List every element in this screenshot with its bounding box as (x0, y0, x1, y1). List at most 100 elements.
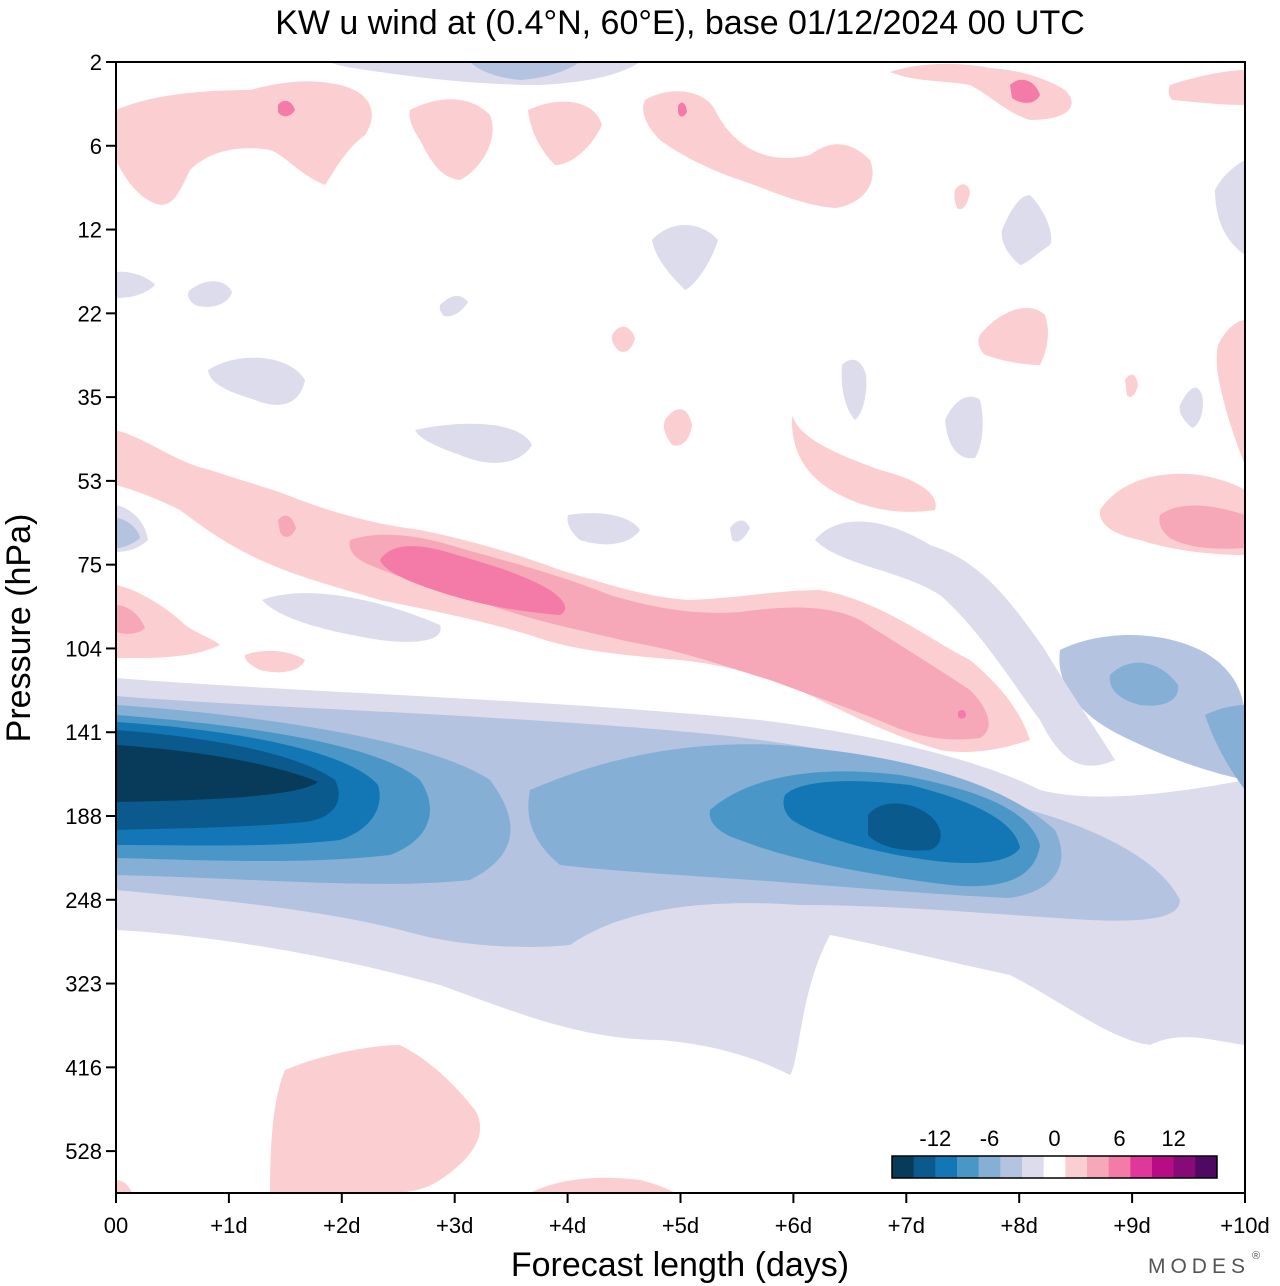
contour-weak-positive-strat-a (116, 81, 372, 205)
contour-negative-east-edge (1205, 705, 1245, 790)
y-tick-label: 141 (65, 720, 102, 745)
y-tick-label: 248 (65, 888, 102, 913)
y-tick-label: 528 (65, 1139, 102, 1164)
contour-negative-east-upper (1059, 635, 1245, 780)
plot-area: 2 6 12 22 35 53 75 104 141 188 248 323 416 528 00 +1d +… (65, 50, 1270, 1238)
contour-weak-positive-strat-d (643, 91, 873, 208)
legend-swatch (1152, 1156, 1175, 1178)
contour-negative-12-east (868, 803, 941, 851)
legend-swatch (1173, 1156, 1196, 1178)
contour-positive-6 (380, 546, 566, 615)
contour-weak-positive-low-left-b (244, 650, 305, 673)
contour-negative-14 (116, 745, 318, 802)
x-tick-label: +4d (549, 1213, 586, 1238)
y-tick-label: 323 (65, 972, 102, 997)
y-tick-label: 35 (78, 385, 102, 410)
contour-positive-6-dot-d (958, 709, 966, 719)
legend-frame (891, 1155, 1218, 1179)
legend-swatch (1000, 1156, 1023, 1178)
contour-weak-negative-i (116, 271, 155, 298)
contour-weak-negative-l (945, 396, 983, 459)
contour-weak-negative-j (439, 295, 468, 317)
contour-weak-negative-m (1179, 387, 1203, 428)
contour-weak-positive-strat-h (978, 307, 1048, 365)
x-axis: 00 +1d +2d +3d +4d +5d +6d +7d +8d +9d +10d (104, 1193, 1270, 1238)
contour-weak-positive-strat-b (409, 99, 493, 180)
contour-weak-negative-c (415, 423, 532, 463)
contour-positive-6-dot-a (278, 100, 295, 117)
legend-label: -6 (980, 1126, 1000, 1151)
contour-positive-4-b (278, 515, 296, 537)
contour-weak-positive-strat-g (954, 184, 970, 210)
y-axis: 2 6 12 22 35 53 75 104 141 188 248 323 416 528 (65, 50, 116, 1164)
legend-swatch (1130, 1156, 1153, 1178)
legend-swatch (957, 1156, 980, 1178)
legend-label: 0 (1048, 1126, 1060, 1151)
legend-swatch (892, 1156, 915, 1178)
y-tick-label: 12 (78, 218, 102, 243)
legend-label: 6 (1113, 1126, 1125, 1151)
contour-positive-east-core (1159, 505, 1245, 549)
x-tick-label: +2d (323, 1213, 360, 1238)
contour-weak-positive-strat-c (528, 101, 602, 165)
brand-logo: MODES (1148, 1255, 1250, 1278)
legend-swatch (978, 1156, 1001, 1178)
legend: -12 -6 0 6 12 (882, 1116, 1227, 1186)
contour-weak-positive-strat-l (663, 409, 692, 446)
x-tick-label: 00 (104, 1213, 128, 1238)
contour-positive-6-dot-b (1010, 79, 1040, 103)
x-tick-label: +6d (775, 1213, 812, 1238)
y-tick-label: 6 (90, 134, 102, 159)
contour-weak-positive-strat-e (890, 63, 1072, 120)
y-tick-label: 2 (90, 50, 102, 75)
contour-negative-east-upper-core (1109, 662, 1179, 706)
legend-label: -12 (919, 1126, 951, 1151)
contour-weak-positive-bottom-b (116, 1180, 132, 1193)
contour-weak-positive-strat-k (611, 326, 635, 352)
contour-weak-negative-e (652, 225, 718, 290)
contour-weak-positive-low-left (116, 585, 220, 658)
contour-weak-negative-b (208, 357, 305, 405)
y-tick-label: 22 (78, 301, 102, 326)
contour-weak-positive-strat-f (1168, 70, 1245, 105)
x-tick-label: +5d (662, 1213, 699, 1238)
contour-weak-negative-d (567, 513, 640, 545)
x-axis-title: Forecast length (days) (511, 1246, 849, 1284)
contour-weak-negative-p (116, 518, 140, 548)
x-tick-label: +7d (888, 1213, 925, 1238)
y-tick-label: 188 (65, 804, 102, 829)
contour-weak-negative-f (1001, 195, 1052, 265)
legend-swatch (1043, 1156, 1066, 1178)
contour-weak-positive-strat-m (791, 415, 936, 512)
x-tick-label: +1d (210, 1213, 247, 1238)
contour-positive-4-left (116, 605, 145, 634)
contour-weak-negative-k (841, 359, 867, 420)
contour-weak-negative-h (187, 281, 232, 307)
legend-swatch (1022, 1156, 1045, 1178)
y-tick-label: 104 (65, 636, 102, 661)
x-tick-label: +10d (1220, 1213, 1270, 1238)
legend-swatch (1087, 1156, 1110, 1178)
chart-title: KW u wind at (0.4°N, 60°E), base 01/12/2… (275, 4, 1085, 42)
y-axis-title: Pressure (hPa) (0, 514, 38, 743)
brand-registered-mark: ® (1252, 1250, 1260, 1262)
contour-weak-negative-mid (815, 521, 1115, 766)
x-tick-label: +3d (436, 1213, 473, 1238)
contour-weak-positive-bottom-a (530, 1177, 675, 1193)
x-tick-label: +9d (1113, 1213, 1150, 1238)
contour-weak-negative-g (1215, 160, 1245, 255)
y-tick-label: 53 (78, 469, 102, 494)
x-tick-label: +8d (1001, 1213, 1038, 1238)
legend-swatch (1195, 1156, 1218, 1178)
contour-weak-negative-n (730, 520, 750, 542)
contour-weak-negative-a (262, 593, 441, 642)
contour-weak-positive-strat-i (1216, 320, 1245, 465)
contour-weak-positive-strat-j (1125, 374, 1138, 397)
contour-negative-top-core (470, 62, 580, 80)
contour-weak-positive-lower (270, 1045, 481, 1193)
legend-swatch (935, 1156, 958, 1178)
legend-swatch (1108, 1156, 1131, 1178)
y-tick-label: 75 (78, 553, 102, 578)
contour-fills (116, 62, 1245, 1193)
